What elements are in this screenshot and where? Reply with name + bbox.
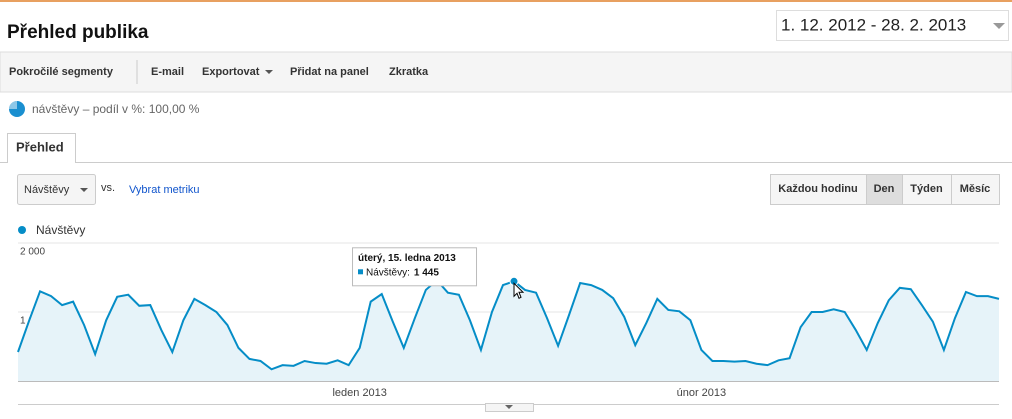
line [17,278,1000,371]
toolbar-item[interactable]: E-mail [151,66,184,78]
date-range-box[interactable] [776,10,1009,41]
tooltip-swatch [358,269,364,275]
tooltip: úterý, 15. ledna 2013 Návštěvy: 1 445 [352,247,478,287]
tooltip-box [352,247,478,287]
tooltip-number: 1 445 [414,267,439,278]
expand-arrow[interactable] [505,405,513,409]
legend-dot [18,226,26,234]
segment-label: návštěvy – podíl v %: 100,00 % [32,102,200,116]
date-range[interactable]: 1. 12. 2012 - 28. 2. 2013 [781,15,966,34]
granularity-button[interactable] [770,174,867,205]
tooltip-metric: Návštěvy: [366,267,410,278]
tab[interactable] [7,133,76,164]
cursor [513,282,525,299]
metric-dropdown-label[interactable]: Návštěvy [24,184,70,196]
page-title: Přehled publika [7,22,149,43]
date-arrow[interactable] [993,23,1005,29]
dropdown-arrow[interactable] [80,188,88,192]
toolbar-item[interactable]: Pokročilé segmenty [9,66,114,78]
granularity-label[interactable]: Každou hodinu [778,183,857,195]
toolbar [0,51,1012,93]
export-arrow[interactable] [265,70,273,74]
legend-label: Návštěvy [36,223,85,237]
x-tick-label: únor 2013 [677,387,727,399]
granularity-button[interactable] [951,174,1000,205]
granularity-label[interactable]: Den [874,183,895,195]
top-border [0,0,1012,2]
granularity-label[interactable]: Měsíc [960,183,991,195]
tooltip-value: Návštěvy: 1 445 [366,267,439,278]
x-tick-label: leden 2013 [332,387,386,399]
vs-label: vs. [101,182,115,194]
metric-dropdown[interactable] [17,174,96,205]
select-metric-link[interactable]: Vybrat metriku [129,184,200,196]
granularity-button[interactable] [902,174,952,205]
toolbar-item[interactable]: Zkratka [389,66,429,78]
granularity-button[interactable] [866,174,903,205]
tooltip-date: úterý, 15. ledna 2013 [358,253,456,264]
area [18,280,999,381]
segment-icon-slice [9,101,17,109]
toolbar-item[interactable]: Exportovat [202,66,260,78]
granularity-label[interactable]: Týden [910,183,943,195]
tab-label[interactable]: Přehled [16,139,64,154]
toolbar-item[interactable]: Přidat na panel [290,66,369,78]
y-tick-label: 2 000 [20,247,45,258]
